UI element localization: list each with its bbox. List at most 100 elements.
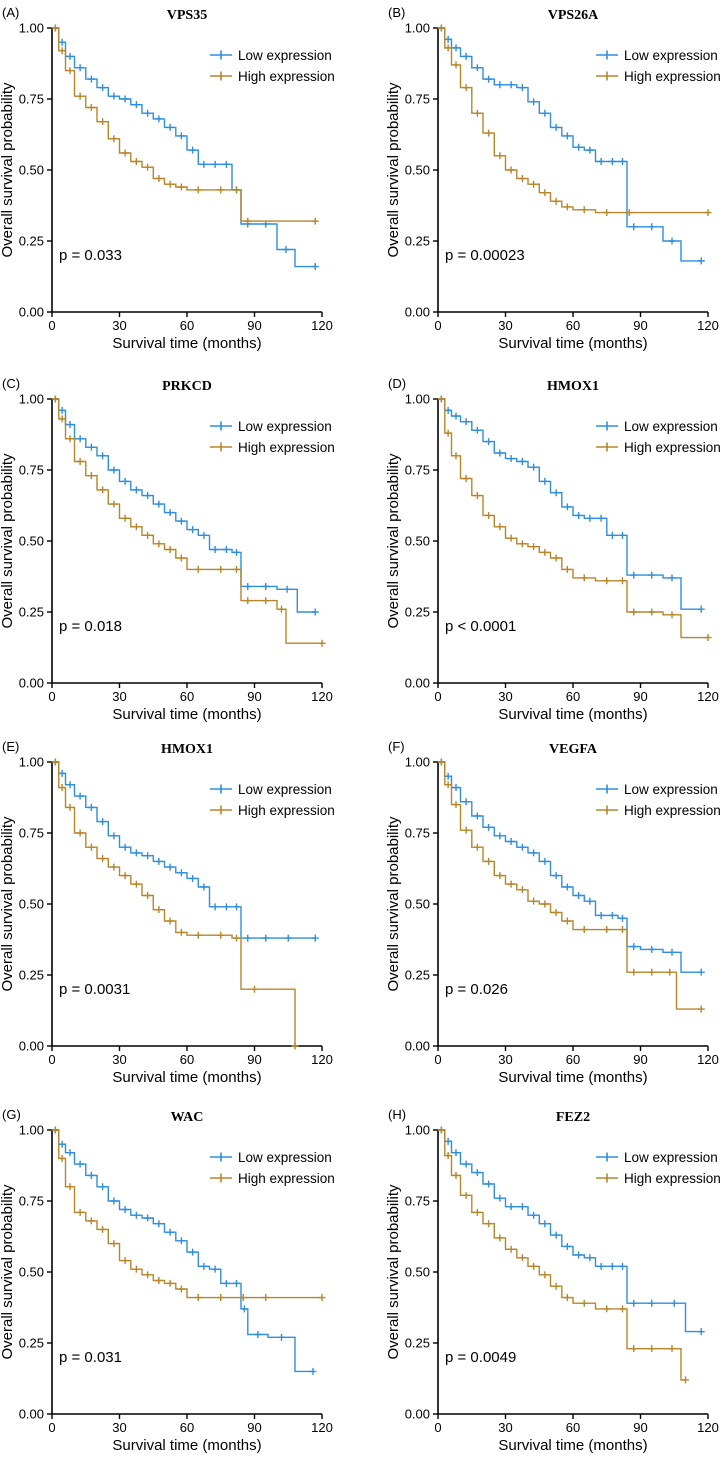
chart-title: VPS26A [548,8,599,23]
y-axis-label: Overall survival probability [0,816,16,992]
legend-label: Low expression [624,782,718,797]
censor-mark [518,1254,526,1262]
censor-mark [630,1299,638,1307]
censor-mark [485,857,493,865]
panel-letter: (A) [2,5,19,20]
y-axis-label: Overall survival probability [0,82,16,258]
censor-mark [473,1169,481,1177]
censor-mark [87,104,95,112]
censor-mark [194,1294,202,1302]
legend-label: High expression [238,1171,335,1186]
censor-mark [444,406,452,414]
censor-mark [121,149,129,157]
censor-mark [222,546,230,554]
censor-mark [87,443,95,451]
y-axis-label: Overall survival probability [385,1184,402,1360]
legend-label: High expression [624,440,720,455]
censor-mark [87,1171,95,1179]
y-axis-label: Overall survival probability [385,82,402,258]
censor-mark [619,577,626,585]
censor-mark [541,477,549,485]
x-tick-label: 90 [633,1420,647,1435]
censor-mark [597,1262,605,1270]
x-tick-label: 0 [48,689,55,704]
censor-mark [132,523,140,531]
x-tick-label: 0 [48,318,55,333]
censor-mark [608,157,616,165]
censor-mark [66,52,74,60]
x-tick-label: 0 [48,1420,55,1435]
censor-mark [76,792,84,800]
censor-mark [189,526,197,534]
censor-mark [697,257,705,265]
censor-mark [518,84,526,92]
censor-mark [51,24,59,32]
censor-mark [155,1277,163,1285]
x-tick-label: 30 [112,689,126,704]
censor-mark [507,166,515,174]
censor-mark [66,781,74,789]
censor-mark [155,500,163,508]
censor-mark [485,1220,493,1228]
censor-mark [485,1180,493,1188]
censor-mark [66,1149,74,1157]
censor-mark [452,44,460,52]
censor-mark [648,945,656,953]
censor-mark [473,1208,481,1216]
censor-mark [244,217,252,225]
censor-mark [518,175,526,183]
x-tick-label: 0 [434,689,441,704]
censor-mark [200,531,208,539]
censor-mark [552,872,560,880]
censor-mark [507,880,515,888]
chart-title: HMOX1 [547,379,599,394]
censor-mark [110,1197,118,1205]
censor-mark [222,1279,230,1287]
censor-mark [99,818,107,826]
censor-mark [507,81,515,89]
censor-mark [211,903,219,911]
censor-mark [648,968,656,976]
censor-mark [541,857,549,865]
censor-mark [530,897,538,905]
censor-mark [311,217,319,225]
y-tick-label: 0.25 [405,605,430,620]
censor-mark [697,968,705,976]
x-axis-label: Survival time (months) [112,1437,261,1454]
x-tick-label: 0 [434,318,441,333]
chart-title: FEZ2 [556,1110,590,1125]
x-tick-label: 120 [697,1052,719,1067]
km-panel: (H) FEZ2 0 30 60 90 120 0.00 0.25 0.50 0.75 1.00 Sur… [385,1107,720,1454]
x-axis-label: Survival time (months) [498,1069,647,1086]
x-tick-label: 30 [112,1420,126,1435]
censor-mark [666,968,674,976]
censor-mark [311,934,319,942]
censor-mark [697,1005,705,1013]
censor-mark [670,1299,678,1307]
y-tick-label: 0.75 [19,826,44,841]
censor-mark [87,75,95,83]
x-tick-label: 60 [180,1420,194,1435]
km-curve-high [52,398,322,644]
censor-mark [575,143,583,151]
censor-mark [110,832,118,840]
censor-mark [76,92,84,100]
censor-mark [473,812,481,820]
censor-mark [444,772,452,780]
censor-mark [648,223,656,231]
censor-mark [121,95,129,103]
censor-mark [496,81,504,89]
censor-mark [668,574,676,582]
censor-mark [608,1262,616,1270]
y-tick-label: 0.75 [19,463,44,478]
km-curve-high [438,398,708,639]
y-tick-label: 1.00 [405,1123,430,1138]
censor-mark [87,843,95,851]
censor-mark [99,118,107,126]
censor-mark [110,135,118,143]
censor-mark [608,911,616,919]
censor-mark [580,206,588,214]
censor-mark [121,514,129,522]
censor-mark [552,1282,560,1290]
panel-letter: (C) [2,376,20,391]
